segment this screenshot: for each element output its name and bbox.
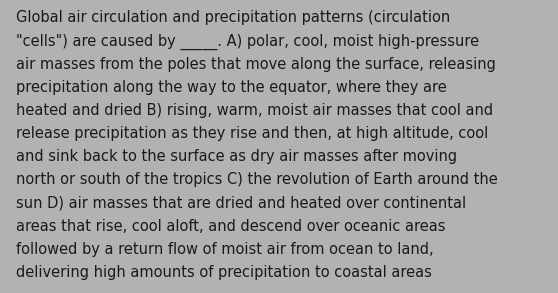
Text: air masses from the poles that move along the surface, releasing: air masses from the poles that move alon… [16,57,496,71]
Text: areas that rise, cool aloft, and descend over oceanic areas: areas that rise, cool aloft, and descend… [16,219,445,234]
Text: "cells") are caused by _____. A) polar, cool, moist high-pressure: "cells") are caused by _____. A) polar, … [16,33,479,50]
Text: release precipitation as they rise and then, at high altitude, cool: release precipitation as they rise and t… [16,126,488,141]
Text: delivering high amounts of precipitation to coastal areas: delivering high amounts of precipitation… [16,265,431,280]
Text: sun D) air masses that are dried and heated over continental: sun D) air masses that are dried and hea… [16,195,466,210]
Text: north or south of the tropics C) the revolution of Earth around the: north or south of the tropics C) the rev… [16,172,497,187]
Text: followed by a return flow of moist air from ocean to land,: followed by a return flow of moist air f… [16,242,433,257]
Text: precipitation along the way to the equator, where they are: precipitation along the way to the equat… [16,80,446,95]
Text: and sink back to the surface as dry air masses after moving: and sink back to the surface as dry air … [16,149,457,164]
Text: heated and dried B) rising, warm, moist air masses that cool and: heated and dried B) rising, warm, moist … [16,103,493,118]
Text: Global air circulation and precipitation patterns (circulation: Global air circulation and precipitation… [16,10,450,25]
